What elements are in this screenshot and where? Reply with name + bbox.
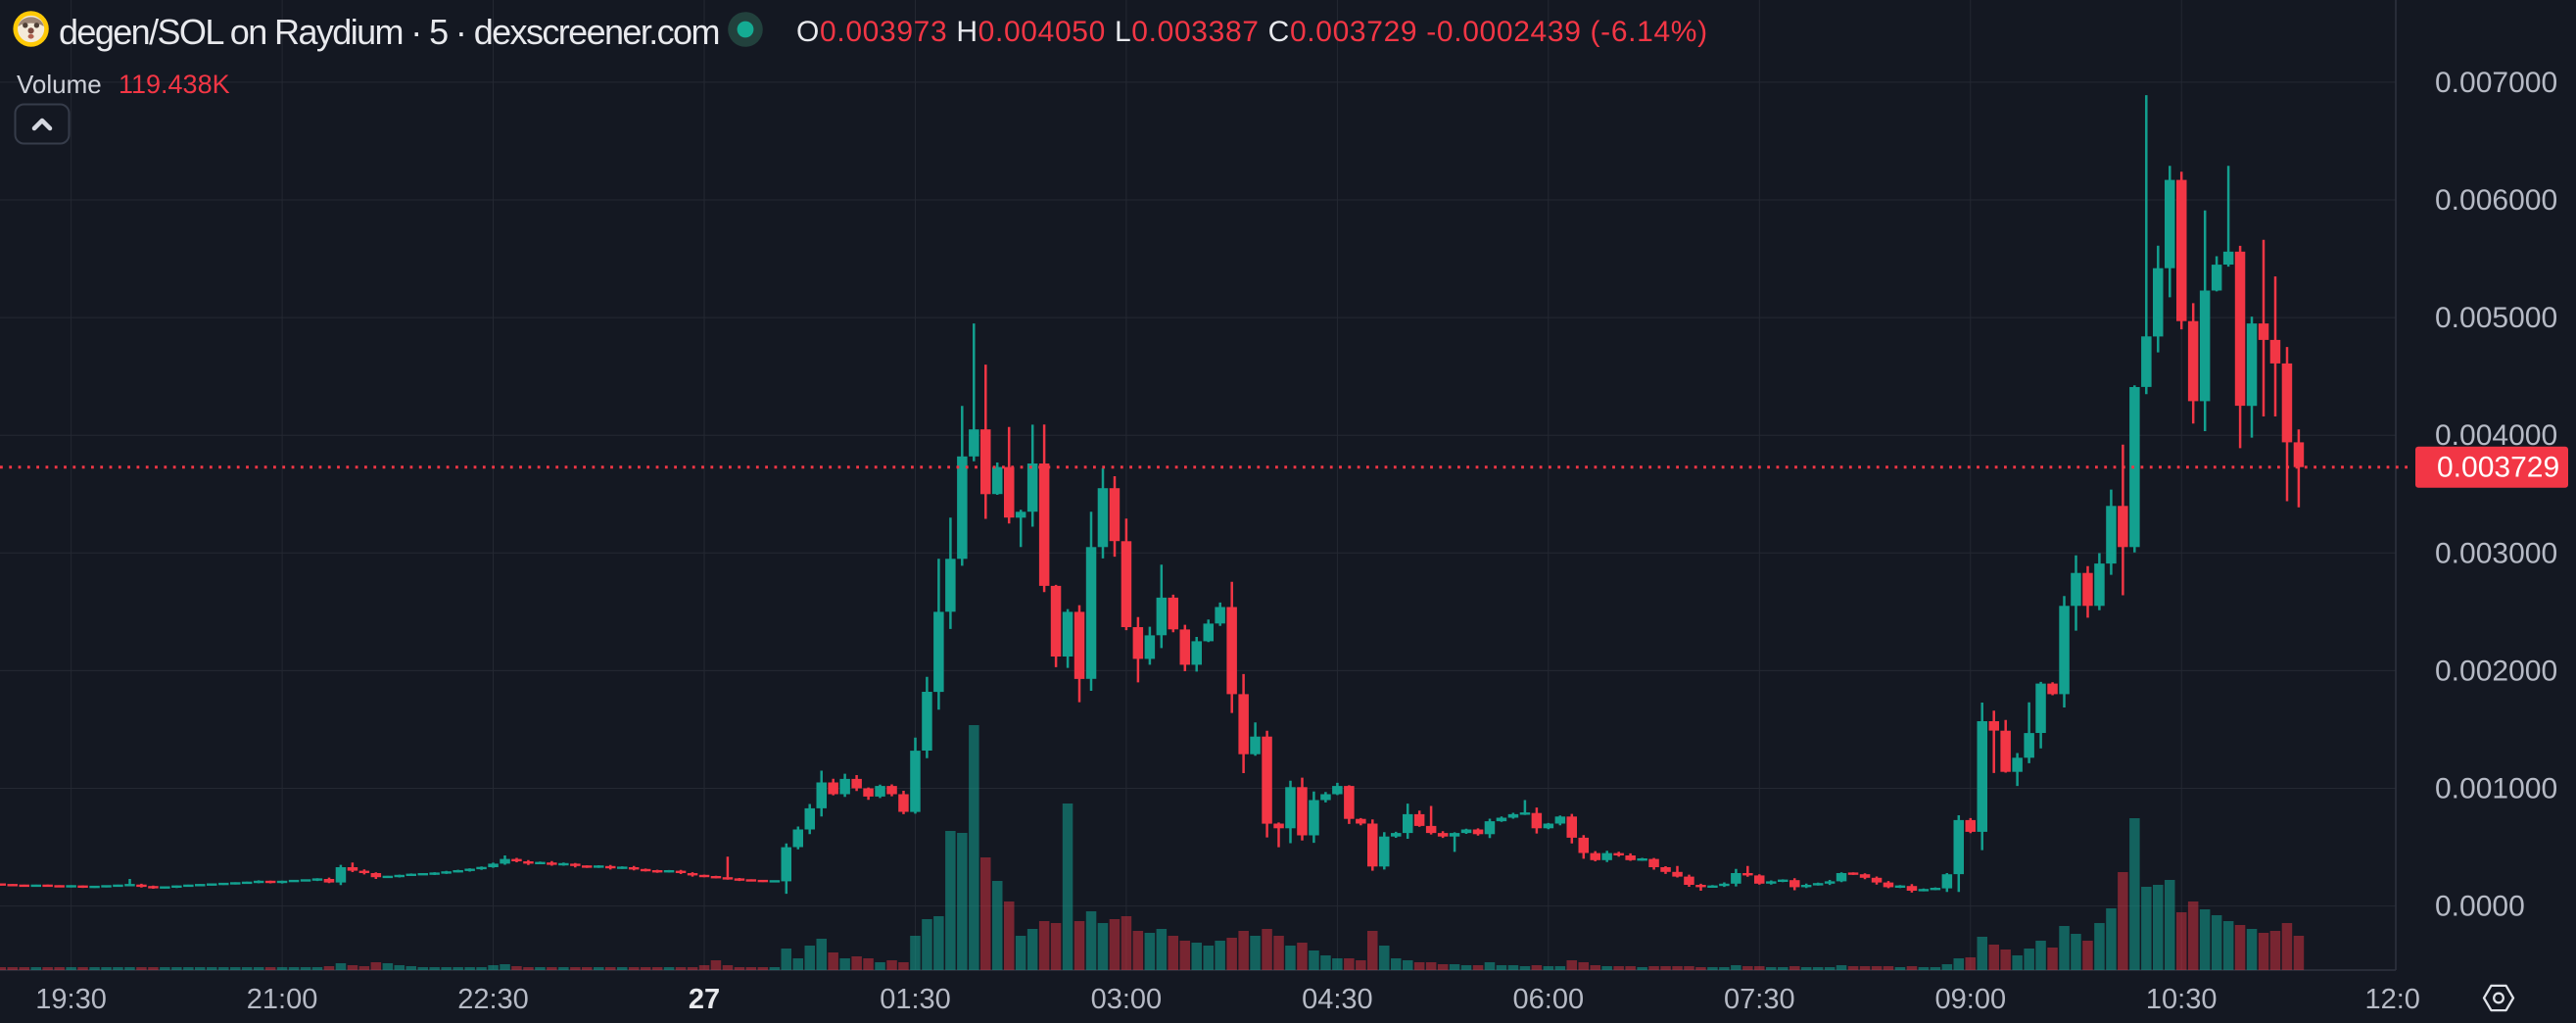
svg-text:12:0: 12:0 (2364, 984, 2419, 1015)
svg-text:119.438K: 119.438K (119, 70, 230, 99)
svg-text:27: 27 (689, 984, 720, 1015)
svg-text:Volume: Volume (17, 70, 102, 99)
svg-text:0.0000: 0.0000 (2435, 891, 2525, 923)
svg-text:04:30: 04:30 (1302, 984, 1373, 1015)
svg-text:21:00: 21:00 (247, 984, 318, 1015)
svg-text:19:30: 19:30 (35, 984, 107, 1015)
svg-text:0.006000: 0.006000 (2435, 184, 2557, 217)
svg-text:03:00: 03:00 (1091, 984, 1163, 1015)
svg-text:01:30: 01:30 (880, 984, 951, 1015)
svg-text:0.002000: 0.002000 (2435, 655, 2557, 687)
svg-text:07:30: 07:30 (1724, 984, 1795, 1015)
svg-text:degen/SOL on Raydium · 5 · dex: degen/SOL on Raydium · 5 · dexscreener.c… (59, 12, 719, 52)
svg-text:06:00: 06:00 (1513, 984, 1585, 1015)
svg-text:0.003000: 0.003000 (2435, 537, 2557, 569)
svg-text:0.001000: 0.001000 (2435, 773, 2557, 805)
svg-text:O0.003973 H0.004050 L0.003387: O0.003973 H0.004050 L0.003387 C0.003729 … (796, 16, 1708, 48)
svg-text:0.003729: 0.003729 (2437, 452, 2559, 484)
svg-text:0.005000: 0.005000 (2435, 302, 2557, 334)
svg-text:22:30: 22:30 (457, 984, 529, 1015)
svg-text:0.007000: 0.007000 (2435, 67, 2557, 99)
svg-text:10:30: 10:30 (2146, 984, 2218, 1015)
svg-text:09:00: 09:00 (1935, 984, 2007, 1015)
